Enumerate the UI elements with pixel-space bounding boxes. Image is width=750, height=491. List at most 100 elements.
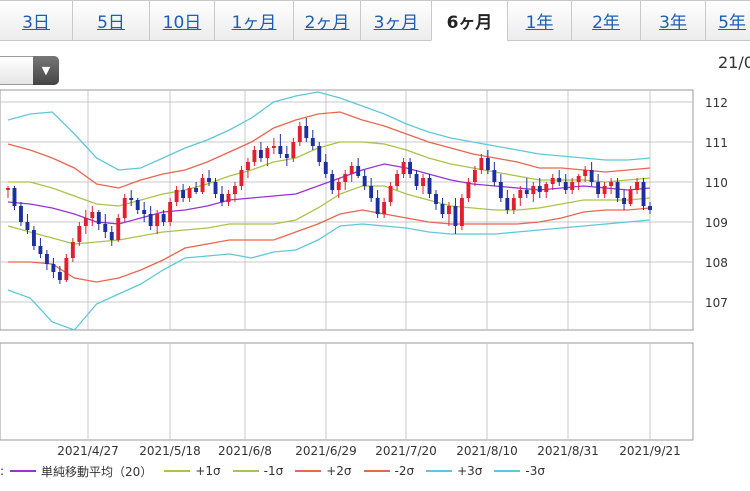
candle-body [83,218,88,226]
candle-body [252,150,257,162]
candle-body [220,194,224,202]
tab-1年[interactable]: 1年 [507,0,572,41]
candle-body [265,148,270,158]
tab-10日[interactable]: 10日 [149,0,215,41]
y-tick-label: 108 [705,256,728,270]
candle-body [362,176,367,186]
y-tick-label: 107 [705,296,728,310]
legend-label: -1σ [263,464,284,478]
legend-label: +2σ [326,464,352,478]
candle-body [291,142,296,158]
candle-body [388,186,393,202]
legend-item: -1σ [232,464,284,478]
tab-5日[interactable]: 5日 [72,0,150,41]
candle-body [19,206,23,222]
tab-3年[interactable]: 3年 [640,0,706,41]
legend-swatch [363,470,390,472]
candle-body [96,212,101,224]
candle-body [492,170,497,182]
candle-body [278,146,283,154]
tab-6ヶ月[interactable]: 6ヶ月 [431,0,508,41]
legend-item: 単純移動平均（20） [10,463,152,480]
candle-body [531,186,536,194]
candle-body [498,182,503,198]
candle-body [90,212,95,218]
series-line [8,207,651,283]
sub-panel [0,342,694,441]
candle-body [401,162,406,174]
candle-body [447,206,451,214]
candle-body [284,154,289,158]
legend-item: +2σ [295,464,352,478]
main-panel [0,89,694,331]
y-tick-label: 110 [705,176,728,190]
candle-body [622,198,627,204]
candle-body [116,218,121,240]
candle-body [369,186,374,198]
candle-body [434,194,438,204]
candle-body [524,190,529,194]
candle-body [297,126,302,142]
x-tick-label: 2021/9/21 [619,444,681,458]
candle-body [472,170,477,182]
tab-2ヶ月[interactable]: 2ヶ月 [293,0,361,41]
x-tick-label: 2021/8/31 [537,444,599,458]
candle-body [563,182,568,190]
candle-body [427,178,432,194]
legend-swatch [426,470,453,472]
candle-body [648,206,652,210]
candle-body [479,158,484,170]
candle-body [174,190,179,202]
series-line [7,111,651,189]
tab-3ヶ月[interactable]: 3ヶ月 [360,0,432,41]
candle-body [330,174,335,190]
candle-body [271,146,276,148]
candle-body [570,182,575,190]
candle-body [414,174,419,186]
candle-body [382,202,387,214]
candle-body [349,166,354,174]
candle-body [609,182,614,186]
legend-swatch [295,470,322,472]
tab-5年[interactable]: 5年 [705,0,750,41]
indicator-select[interactable]: ▼ [0,56,59,85]
candle-body [239,170,244,186]
series-line [7,185,651,245]
candle-body [485,158,490,170]
candle-body [408,162,413,174]
series-line [7,163,651,225]
y-tick-label: 112 [705,96,728,110]
latest-date-label: 21/0 [718,53,750,72]
candle-body [6,188,10,190]
candle-body [226,194,231,202]
candle-body [317,146,322,162]
candle-body [64,258,69,280]
candle-body [421,178,425,186]
y-tick-label: 111 [705,136,728,150]
tab-2年[interactable]: 2年 [571,0,641,41]
legend-swatch [232,470,259,472]
legend-label: 単純移動平均（20） [41,464,153,479]
candle-body [245,162,250,170]
candle-body [168,202,173,222]
candle-body [511,198,516,210]
candle-body [583,170,588,176]
x-tick-label: 2021/8/10 [456,444,518,458]
candle-body [641,182,646,206]
x-tick-label: 2021/5/18 [139,444,201,458]
x-tick-label: 2021/7/20 [375,444,437,458]
candle-body [375,198,380,214]
legend-swatch [164,470,191,472]
series-line [7,91,651,171]
x-tick-label: 2021/4/27 [57,444,119,458]
y-tick-label: 109 [705,216,728,230]
period-tabs: 3日 5日 10日 1ヶ月 2ヶ月 3ヶ月 6ヶ月 1年 2年 3年 5年 [0,0,750,44]
candle-body [207,178,211,182]
legend-swatch [10,470,37,472]
candle-body [304,126,309,138]
candle-body [70,242,75,258]
price-chart: 112 111 110 109 108 107 2021/4/27 2021/5/18 2021… [0,89,728,458]
candle-body [596,182,601,194]
tab-1ヶ月[interactable]: 1ヶ月 [214,0,294,41]
tab-3日[interactable]: 3日 [0,0,73,41]
